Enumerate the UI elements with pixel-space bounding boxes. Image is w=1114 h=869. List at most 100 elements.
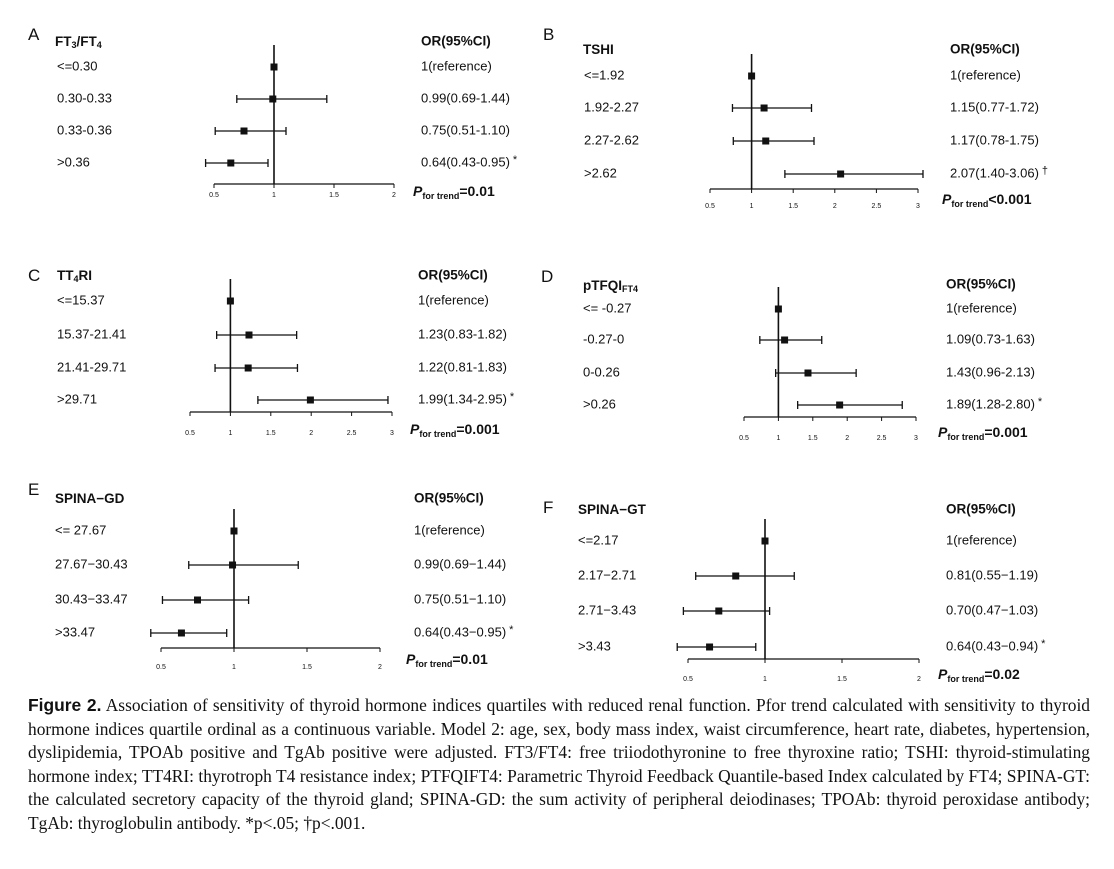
or-header: OR(95%CI) bbox=[418, 268, 488, 283]
or-header: OR(95%CI) bbox=[414, 491, 484, 506]
row-label: >0.36 bbox=[57, 154, 90, 169]
x-tick-label: 2.5 bbox=[347, 430, 357, 437]
figure-label: Figure 2. bbox=[28, 695, 102, 715]
or-point bbox=[269, 95, 277, 103]
panel-a: A FT3​/FT4​ OR(95%CI) 0.5 1 1.5 2 <=0.30 1(refer… bbox=[28, 25, 518, 201]
panel-letter: D bbox=[541, 267, 553, 286]
row-label: >33.47 bbox=[55, 624, 95, 639]
or-point bbox=[715, 607, 723, 615]
x-tick-label: 1 bbox=[232, 664, 236, 671]
or-point bbox=[748, 72, 756, 80]
or-point bbox=[244, 364, 252, 372]
x-tick-label: 2 bbox=[392, 192, 396, 199]
panel-title: TT4​RI bbox=[57, 268, 92, 285]
p-for-trend: Pfor trend=0.001 bbox=[410, 421, 500, 440]
row-label: 1.92-2.27 bbox=[584, 99, 639, 114]
or-value: 0.70(0.47−1.03) bbox=[946, 602, 1038, 617]
x-tick-label: 0.5 bbox=[739, 435, 749, 442]
x-tick-label: 0.5 bbox=[156, 664, 166, 671]
or-header: OR(95%CI) bbox=[950, 42, 1020, 57]
panel-b: B TSHI OR(95%CI) 0.5 1 1.5 2 2.5 3 <=1.92 1(refere… bbox=[543, 25, 1048, 210]
or-point bbox=[836, 401, 844, 409]
significance-mark: * bbox=[1038, 396, 1043, 408]
row-label: >0.26 bbox=[583, 396, 616, 411]
or-value: 1(reference) bbox=[418, 292, 489, 307]
panel-letter: A bbox=[28, 25, 40, 44]
panel-letter: C bbox=[28, 266, 40, 285]
row-label: 0.33-0.36 bbox=[57, 122, 112, 137]
panel-title: TSHI bbox=[583, 42, 614, 57]
row-label: 27.67−30.43 bbox=[55, 556, 128, 571]
x-tick-label: 0.5 bbox=[683, 676, 693, 683]
or-header: OR(95%CI) bbox=[946, 277, 1016, 292]
or-point bbox=[306, 396, 314, 404]
x-tick-label: 2 bbox=[833, 203, 837, 210]
x-tick-label: 0.5 bbox=[209, 192, 219, 199]
or-point bbox=[226, 297, 234, 305]
or-header: OR(95%CI) bbox=[946, 502, 1016, 517]
row-label: >3.43 bbox=[578, 638, 611, 653]
x-tick-label: 1.5 bbox=[837, 676, 847, 683]
row-label: >2.62 bbox=[584, 165, 617, 180]
row-label: 2.27-2.62 bbox=[584, 132, 639, 147]
panel-letter: E bbox=[28, 480, 39, 499]
row-label: <=2.17 bbox=[578, 532, 619, 547]
panel-title: SPINA−GT bbox=[578, 502, 647, 517]
or-value: 1.17(0.78-1.75) bbox=[950, 132, 1039, 147]
panel-title: pTFQIFT4​ bbox=[583, 278, 638, 295]
row-label: 0.30-0.33 bbox=[57, 90, 112, 105]
x-tick-label: 1.5 bbox=[788, 203, 798, 210]
panel-title: FT3​/FT4​ bbox=[55, 34, 102, 51]
row-label: 15.37-21.41 bbox=[57, 326, 126, 341]
or-value: 1.23(0.83-1.82) bbox=[418, 326, 507, 341]
or-point bbox=[804, 369, 812, 377]
figure-caption: Figure 2. Association of sensitivity of … bbox=[28, 694, 1090, 835]
or-value: 1(reference) bbox=[946, 532, 1017, 547]
significance-mark: * bbox=[513, 154, 518, 166]
x-tick-label: 2 bbox=[309, 430, 313, 437]
x-tick-label: 1.5 bbox=[266, 430, 276, 437]
row-label: 21.41-29.71 bbox=[57, 359, 126, 374]
or-point bbox=[229, 561, 237, 569]
x-tick-label: 2.5 bbox=[872, 203, 882, 210]
x-tick-label: 1 bbox=[272, 192, 276, 199]
or-value: 1.09(0.73-1.63) bbox=[946, 331, 1035, 346]
panel-title: SPINA−GD bbox=[55, 491, 125, 506]
x-tick-label: 1 bbox=[228, 430, 232, 437]
or-point bbox=[781, 336, 789, 344]
significance-mark: * bbox=[510, 391, 515, 403]
row-label: 2.17−2.71 bbox=[578, 567, 636, 582]
or-point bbox=[837, 170, 845, 178]
row-label: 30.43−33.47 bbox=[55, 591, 128, 606]
row-label: >29.71 bbox=[57, 391, 97, 406]
or-value: 0.64(0.43−0.94) * bbox=[946, 638, 1046, 654]
significance-mark: † bbox=[1042, 165, 1048, 177]
or-value: 1.43(0.96-2.13) bbox=[946, 364, 1035, 379]
row-label: <=15.37 bbox=[57, 292, 105, 307]
row-label: 0-0.26 bbox=[583, 364, 620, 379]
or-value: 1(reference) bbox=[946, 300, 1017, 315]
p-for-trend: Pfor trend<0.001 bbox=[942, 191, 1032, 210]
or-point bbox=[270, 63, 278, 71]
x-tick-label: 0.5 bbox=[705, 203, 715, 210]
or-point bbox=[177, 629, 185, 637]
row-label: <= 27.67 bbox=[55, 522, 106, 537]
or-point bbox=[245, 331, 253, 339]
or-point bbox=[706, 643, 714, 651]
panel-c: C TT4​RI OR(95%CI) 0.5 1 1.5 2 2.5 3 <=15.37 1(ref… bbox=[28, 266, 515, 439]
or-value: 1(reference) bbox=[950, 67, 1021, 82]
or-point bbox=[732, 572, 740, 580]
or-value: 0.64(0.43-0.95) * bbox=[421, 154, 518, 170]
or-value: 1.89(1.28-2.80) * bbox=[946, 396, 1043, 412]
x-tick-label: 1.5 bbox=[808, 435, 818, 442]
x-tick-label: 3 bbox=[390, 430, 394, 437]
panel-f: F SPINA−GT OR(95%CI) 0.5 1 1.5 2 <=2.17 1(refere… bbox=[543, 498, 1046, 684]
or-value: 0.75(0.51-1.10) bbox=[421, 122, 510, 137]
or-value: 1(reference) bbox=[414, 522, 485, 537]
row-label: 2.71−3.43 bbox=[578, 602, 636, 617]
or-value: 0.75(0.51−1.10) bbox=[414, 591, 506, 606]
x-tick-label: 2 bbox=[845, 435, 849, 442]
p-for-trend: Pfor trend=0.001 bbox=[938, 424, 1028, 443]
row-label: <=0.30 bbox=[57, 58, 98, 73]
